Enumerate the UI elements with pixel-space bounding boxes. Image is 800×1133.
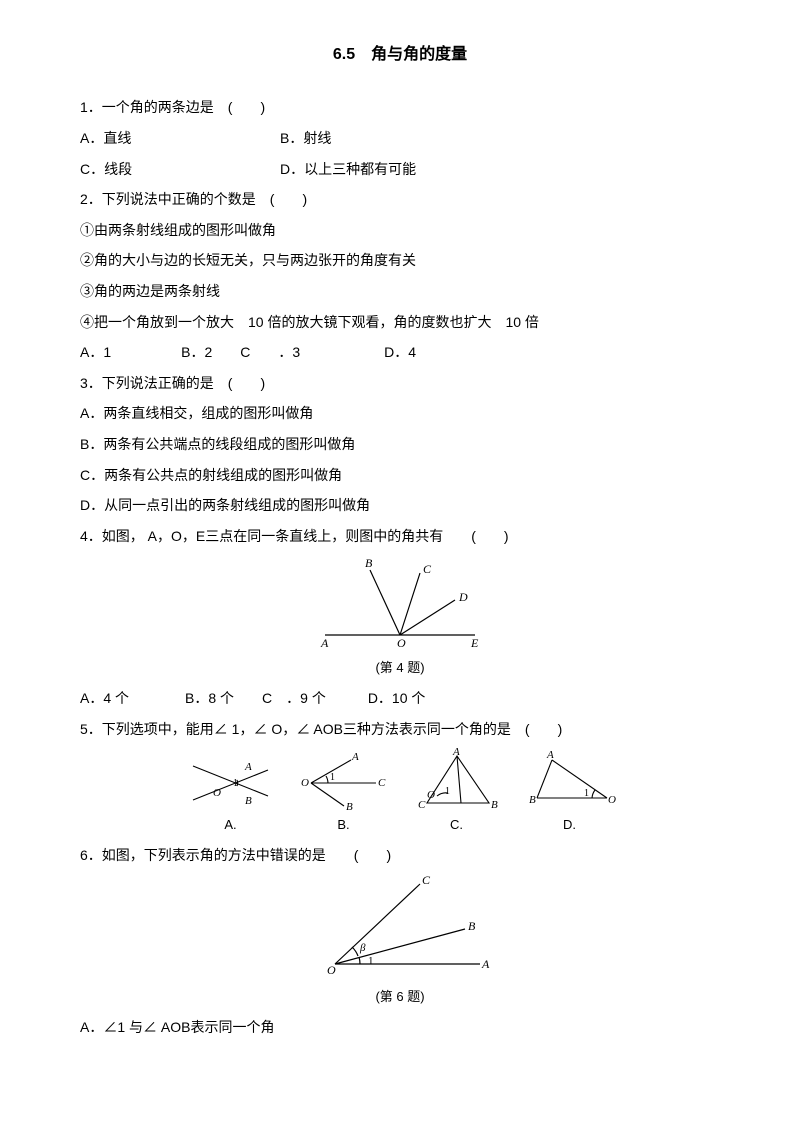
q1-opts-cd: C．线段 D．以上三种都有可能 bbox=[80, 156, 720, 183]
svg-text:C: C bbox=[418, 799, 426, 811]
svg-text:1: 1 bbox=[330, 772, 335, 783]
q6-lbl-O: O bbox=[327, 963, 336, 977]
svg-text:O: O bbox=[301, 777, 309, 789]
q6-lbl-B: B bbox=[468, 919, 476, 933]
q6-a: A．∠1 与∠ AOB表示同一个角 bbox=[80, 1014, 720, 1041]
svg-text:A: A bbox=[244, 761, 252, 773]
q3-b: B．两条有公共端点的线段组成的图形叫做角 bbox=[80, 431, 720, 458]
q3-c: C．两条有公共点的射线组成的图形叫做角 bbox=[80, 462, 720, 489]
q5-fig-d: A B O 1 D. bbox=[522, 748, 617, 838]
q6-stem: 6．如图，下列表示角的方法中错误的是 ( ) bbox=[80, 842, 720, 869]
svg-text:B: B bbox=[245, 795, 252, 807]
svg-text:A: A bbox=[351, 751, 359, 763]
q1-d: D．以上三种都有可能 bbox=[280, 156, 416, 183]
q2-opts: A．1 B．2 C ．3 D．4 bbox=[80, 339, 720, 366]
q1-c: C．线段 bbox=[80, 156, 280, 183]
q4-figure: A O E B C D bbox=[80, 555, 720, 650]
q1-opts-ab: A．直线 B．射线 bbox=[80, 125, 720, 152]
q3-stem: 3．下列说法正确的是 ( ) bbox=[80, 370, 720, 397]
page-title: 6.5 角与角的度量 bbox=[80, 40, 720, 70]
q4-lbl-E: E bbox=[470, 636, 479, 650]
svg-text:A: A bbox=[546, 749, 554, 761]
svg-text:C: C bbox=[378, 777, 386, 789]
q4-lbl-C: C bbox=[423, 562, 432, 576]
svg-text:O: O bbox=[608, 794, 616, 806]
q6-lbl-A: A bbox=[481, 957, 490, 971]
q4-opts: A．4 个 B．8 个 C ．9 个 D．10 个 bbox=[80, 685, 720, 712]
q3-a: A．两条直线相交，组成的图形叫做角 bbox=[80, 400, 720, 427]
q1-a: A．直线 bbox=[80, 125, 280, 152]
q1-stem: 1．一个角的两条边是 ( ) bbox=[80, 94, 720, 121]
q5-stem: 5．下列选项中，能用∠ 1，∠ O，∠ AOB三种方法表示同一个角的是 ( ) bbox=[80, 716, 720, 743]
q2-s4: ④把一个角放到一个放大 10 倍的放大镜下观看，角的度数也扩大 10 倍 bbox=[80, 309, 720, 336]
q1-b: B．射线 bbox=[280, 125, 331, 152]
svg-text:B: B bbox=[529, 794, 536, 806]
q6-lbl-beta: β bbox=[359, 942, 366, 954]
q5-cap-b: B. bbox=[296, 813, 391, 838]
svg-text:O: O bbox=[213, 787, 221, 799]
svg-text:O: O bbox=[427, 789, 435, 801]
q4-stem: 4．如图， A，O，E三点在同一条直线上，则图中的角共有 ( ) bbox=[80, 523, 720, 550]
q6-lbl-C: C bbox=[422, 874, 431, 887]
q3-d: D．从同一点引出的两条射线组成的图形叫做角 bbox=[80, 492, 720, 519]
q5-figures: A B O 1 A. O A C B 1 B. bbox=[80, 748, 720, 838]
q5-fig-b: O A C B 1 B. bbox=[296, 748, 391, 838]
svg-text:B: B bbox=[346, 801, 353, 813]
q2-stem: 2．下列说法中正确的个数是 ( ) bbox=[80, 186, 720, 213]
q4-lbl-O: O bbox=[397, 636, 406, 650]
q5-fig-a: A B O 1 A. bbox=[183, 748, 278, 838]
svg-text:1: 1 bbox=[445, 786, 450, 797]
q2-s1: ①由两条射线组成的图形叫做角 bbox=[80, 217, 720, 244]
q5-cap-a: A. bbox=[183, 813, 278, 838]
q5-fig-c: A C B O 1 C. bbox=[409, 748, 504, 838]
q2-s3: ③角的两边是两条射线 bbox=[80, 278, 720, 305]
svg-text:1: 1 bbox=[584, 788, 589, 799]
q6-figure: O A B C 1 β bbox=[80, 874, 720, 979]
svg-text:B: B bbox=[491, 799, 498, 811]
q4-lbl-A: A bbox=[320, 636, 329, 650]
q6-lbl-1: 1 bbox=[368, 955, 374, 967]
q2-s2: ②角的大小与边的长短无关，只与两边张开的角度有关 bbox=[80, 247, 720, 274]
q5-cap-d: D. bbox=[522, 813, 617, 838]
q4-caption: (第 4 题) bbox=[80, 656, 720, 681]
svg-text:A: A bbox=[452, 748, 460, 758]
q4-lbl-B: B bbox=[365, 556, 373, 570]
svg-text:1: 1 bbox=[233, 778, 238, 789]
q5-cap-c: C. bbox=[409, 813, 504, 838]
q6-caption: (第 6 题) bbox=[80, 985, 720, 1010]
q4-lbl-D: D bbox=[458, 590, 468, 604]
